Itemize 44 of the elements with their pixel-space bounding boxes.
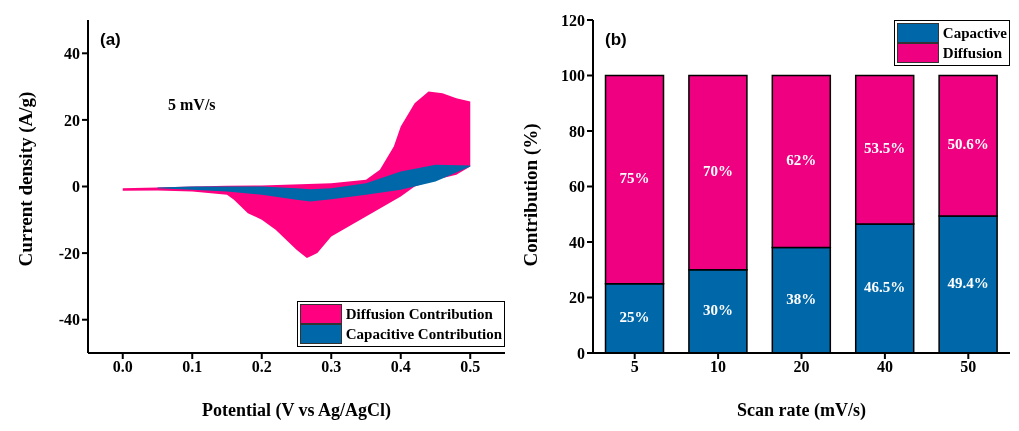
data-label: 75% bbox=[619, 170, 650, 186]
data-label: 49.4% bbox=[947, 274, 989, 291]
data-label: 30% bbox=[702, 301, 733, 318]
y-tick-label: 100 bbox=[561, 67, 585, 85]
x-tick-label: 0.5 bbox=[460, 358, 481, 376]
y-axis-title: Current density (A/g) bbox=[14, 91, 37, 267]
y-tick-label: 60 bbox=[569, 178, 585, 196]
annotation: 5 mV/s bbox=[168, 96, 216, 114]
x-tick-label: 5 bbox=[630, 358, 639, 376]
y-tick-label: -20 bbox=[58, 244, 80, 262]
y-tick-label: 0 bbox=[72, 178, 80, 196]
y-axis-title: Contribution (%) bbox=[519, 123, 542, 267]
x-tick-label: 10 bbox=[710, 358, 727, 376]
text: (b) bbox=[605, 30, 627, 50]
y-tick-label: 80 bbox=[569, 122, 585, 140]
data-label: 50.6% bbox=[947, 136, 989, 153]
x-axis-title: Scan rate (mV/s) bbox=[737, 400, 866, 421]
legend-label: Capacitive Contribution bbox=[345, 325, 502, 344]
legend-label: Diffusion Contribution bbox=[345, 305, 493, 324]
data-label: 25% bbox=[619, 308, 650, 325]
y-tick-label: 40 bbox=[569, 233, 585, 251]
data-label: 46.5% bbox=[864, 278, 906, 295]
y-tick-label: 40 bbox=[64, 44, 80, 62]
text: (a) bbox=[100, 30, 121, 50]
y-tick-label: -40 bbox=[58, 311, 80, 329]
x-tick-label: 50 bbox=[960, 358, 977, 376]
legend-label: Diffusion bbox=[942, 44, 1003, 63]
x-tick-label: 0.2 bbox=[251, 358, 272, 376]
x-axis-title: Potential (V vs Ag/AgCl) bbox=[201, 400, 392, 421]
legend-label: Capactive bbox=[942, 24, 1007, 43]
x-tick-label: 20 bbox=[793, 358, 810, 376]
x-tick-label: 40 bbox=[876, 358, 893, 376]
data-label: 38% bbox=[786, 290, 817, 307]
x-tick-label: 0.1 bbox=[182, 358, 203, 376]
data-label: 53.5% bbox=[864, 140, 906, 157]
y-tick-label: 120 bbox=[561, 11, 585, 29]
y-tick-label: 0 bbox=[577, 344, 585, 362]
x-tick-label: 0.3 bbox=[321, 358, 342, 376]
data-label: 70% bbox=[702, 163, 733, 180]
data-label: 62% bbox=[786, 151, 817, 168]
x-tick-label: 0.0 bbox=[112, 358, 133, 376]
x-tick-label: 0.4 bbox=[390, 358, 411, 376]
y-tick-label: 20 bbox=[64, 111, 80, 129]
y-tick-label: 20 bbox=[569, 289, 585, 307]
